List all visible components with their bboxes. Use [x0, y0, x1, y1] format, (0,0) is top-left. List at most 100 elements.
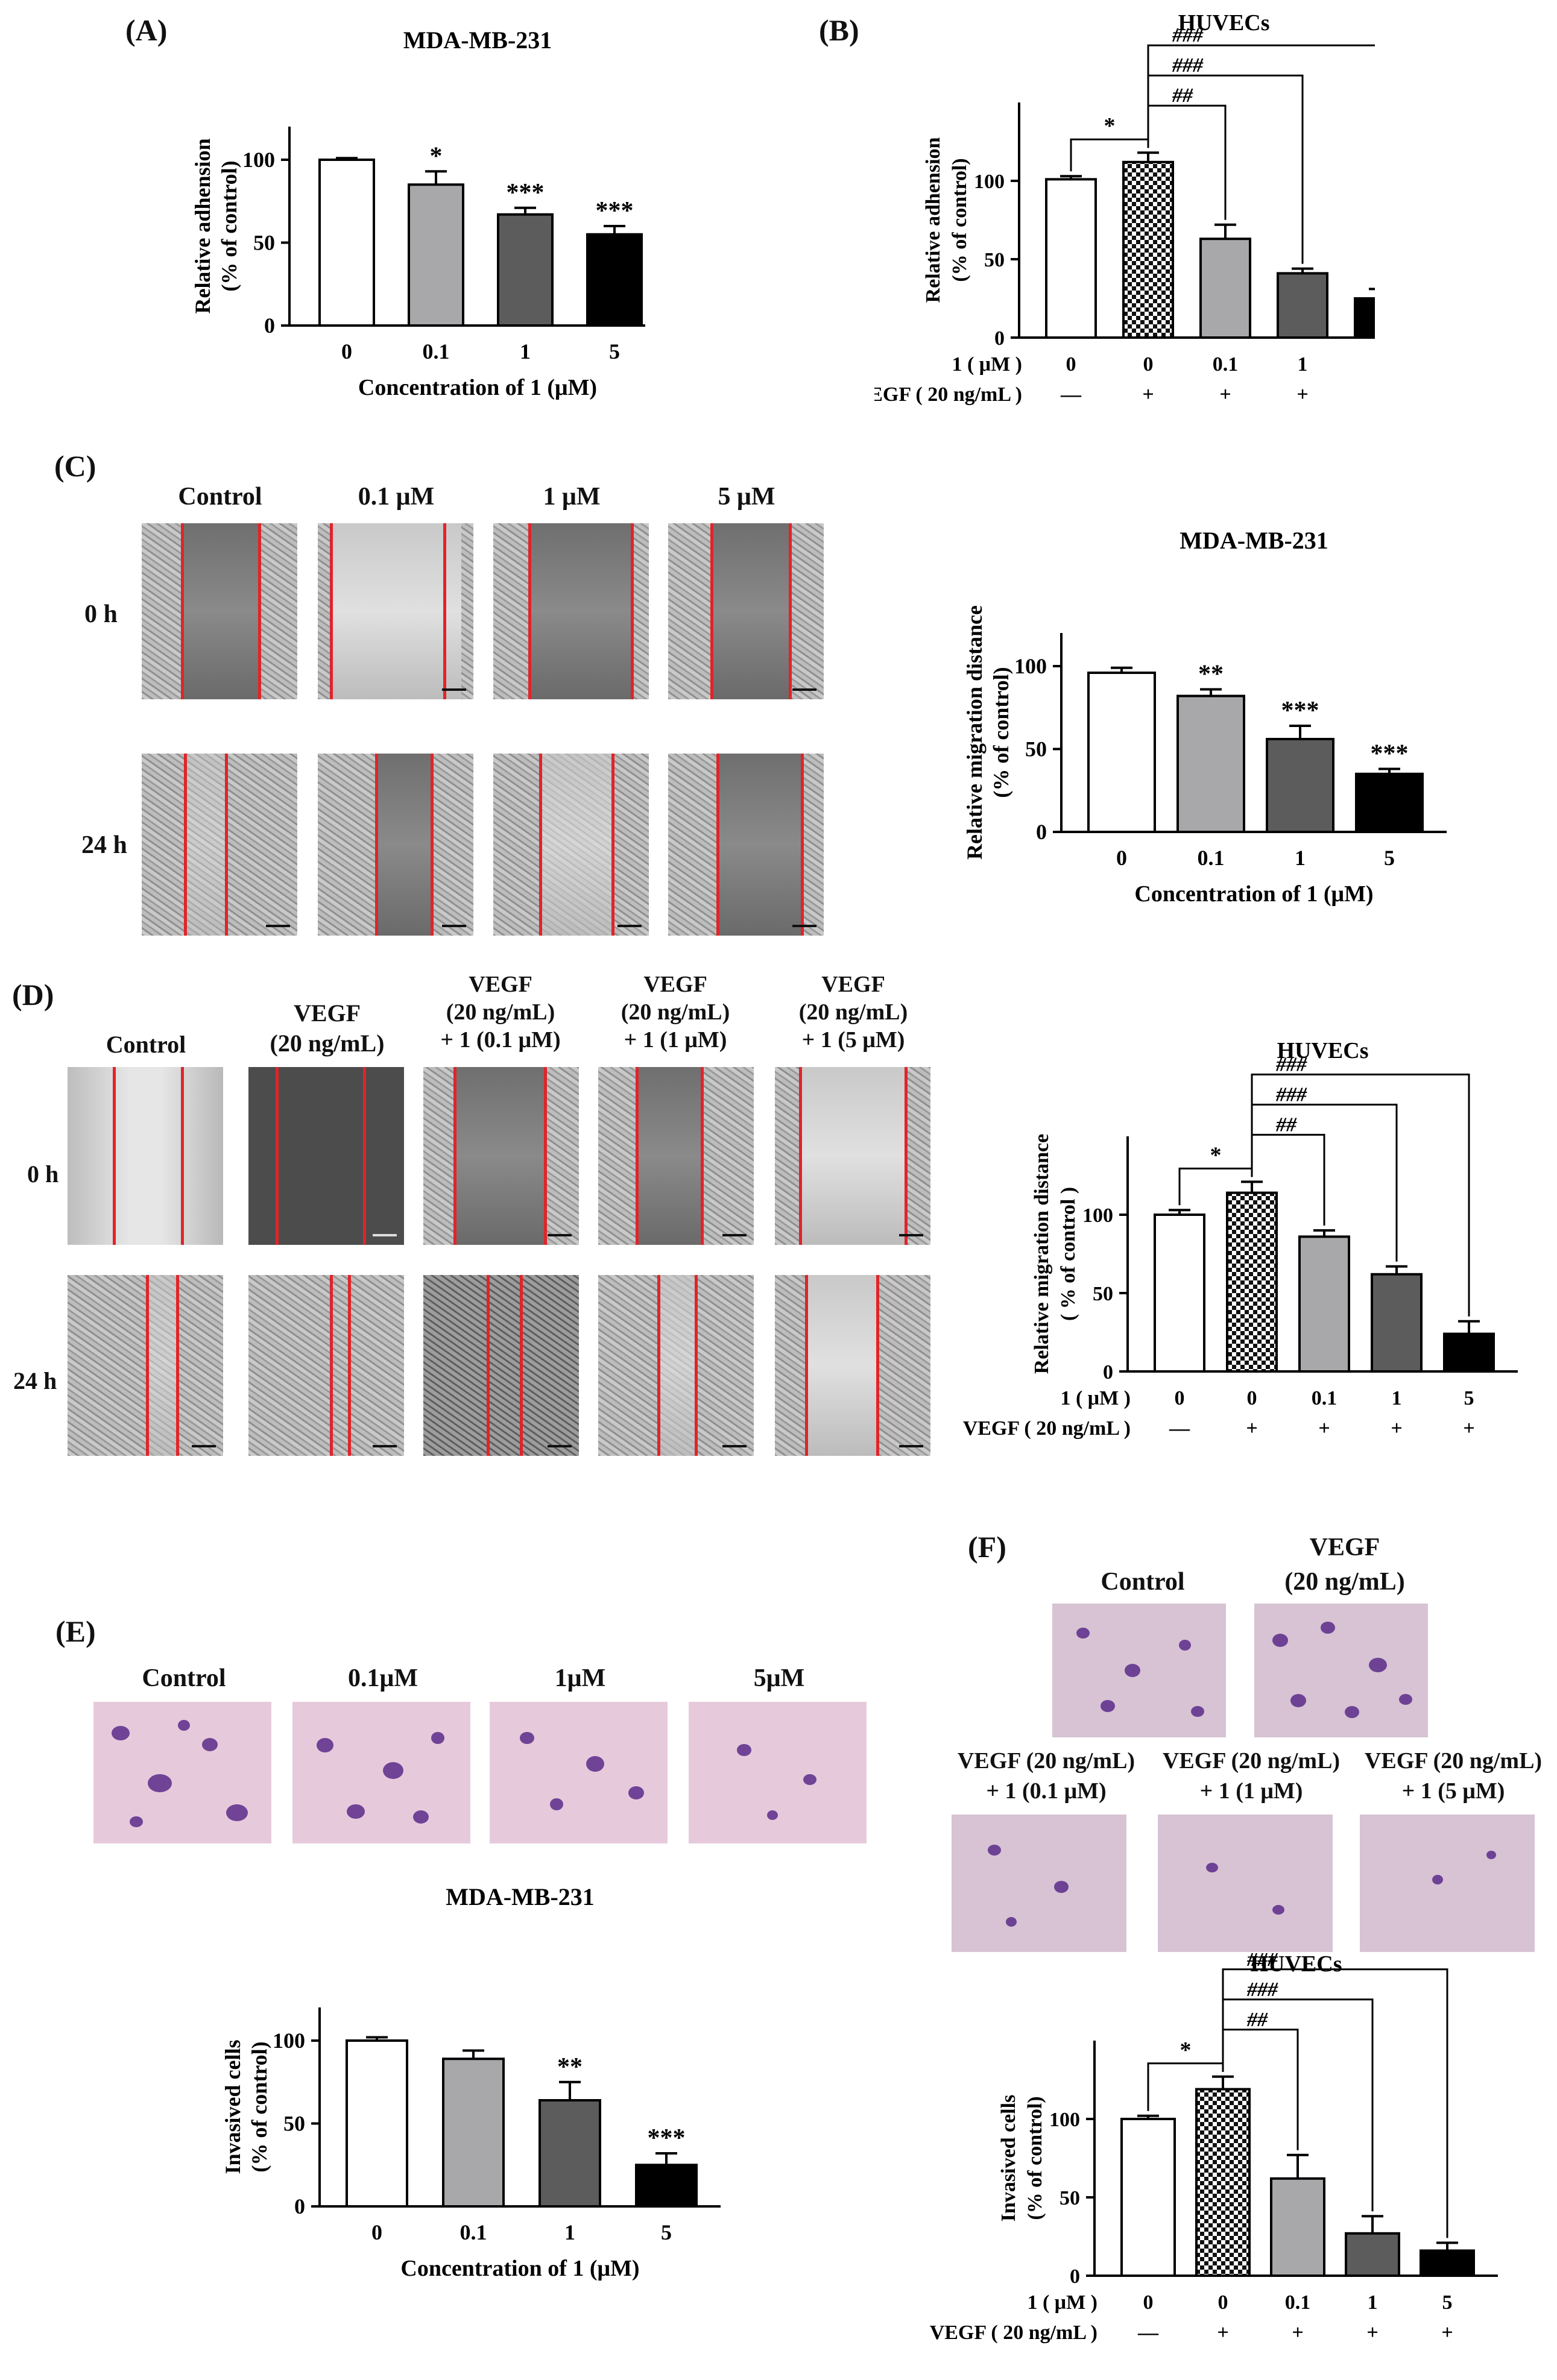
chart-a-ylabel-2: (% of control) — [217, 160, 241, 291]
significance-label: *** — [648, 2124, 686, 2152]
x-tick-label: 0 — [1066, 353, 1076, 376]
bar — [1226, 1191, 1278, 1373]
vegf-label: — — [1137, 2322, 1159, 2344]
x-tick-label: 5 — [661, 2220, 672, 2244]
panel-d-col-5-l1: VEGF — [821, 972, 885, 997]
panel-d-row-0h: 0 h — [27, 1160, 59, 1188]
significance-label: *** — [507, 179, 545, 207]
panel-label-e: (E) — [55, 1614, 96, 1648]
significance-label: ** — [557, 2053, 583, 2081]
significance-label: * — [430, 142, 443, 170]
panel-d-col-vegf-l1: VEGF — [293, 1000, 361, 1027]
chart-b-ylabel-2: (% of control) — [949, 158, 971, 282]
panel-d-col-4-l1: VEGF — [643, 972, 707, 997]
scale-bar-icon — [373, 1234, 397, 1236]
wound-image-d-control-24h — [68, 1275, 223, 1456]
chart-c-ylabel-1: Relative migration distance — [962, 605, 987, 860]
bracket-star-label: * — [1210, 1142, 1222, 1168]
bar — [1371, 1273, 1423, 1373]
y-tick-label: 50 — [1093, 1283, 1113, 1305]
panel-d-col-3-l2: (20 ng/mL) — [446, 1000, 555, 1025]
scale-bar-icon — [548, 1445, 572, 1447]
chart-f-ylabel-1: Invasived cells — [997, 2095, 1020, 2222]
x-tick-label: 0.1 — [1285, 2291, 1311, 2314]
y-tick-label: 100 — [242, 148, 275, 172]
invasion-image-f-1 — [1158, 1815, 1333, 1952]
panel-d-col-control: Control — [106, 1031, 186, 1058]
panel-c-col-5: 5 μM — [718, 483, 775, 511]
y-tick-label: 0 — [994, 327, 1005, 350]
chart-c-xlabel: Concentration of 1 (μM) — [1134, 881, 1373, 907]
significance-label: *** — [1371, 740, 1409, 768]
y-tick-label: 100 — [273, 2029, 305, 2053]
bar — [408, 183, 464, 327]
chart-a-xlabel: Concentration of 1 (μM) — [358, 375, 597, 400]
x-tick-label: 5 — [1442, 2291, 1453, 2314]
wound-image-c-1-0h — [493, 523, 649, 699]
y-tick-label: 50 — [283, 2112, 305, 2136]
chart-a-ylabel-1: Relative adhension — [191, 138, 215, 313]
bar — [1122, 160, 1174, 339]
panel-c-col-control: Control — [178, 483, 262, 511]
x-tick-label: 5 — [609, 339, 620, 364]
scale-bar-icon — [792, 688, 816, 691]
x-tick-label: 1 — [1295, 846, 1306, 870]
wound-image-d-control-0h — [68, 1067, 223, 1245]
significance-label: ** — [1198, 661, 1224, 688]
wound-image-d-vegf-0h — [248, 1067, 404, 1245]
panel-label-d: (D) — [12, 978, 54, 1012]
bar — [497, 213, 554, 327]
bracket-hash-label: ## — [1172, 84, 1193, 107]
bracket-star-label: * — [1104, 113, 1116, 139]
scale-bar-icon — [373, 1445, 397, 1447]
scale-bar-icon — [548, 1234, 572, 1236]
scale-bar-icon — [722, 1234, 747, 1236]
bracket-star-label: * — [1180, 2038, 1192, 2063]
significance-label: *** — [596, 197, 634, 225]
x-tick-label: 1 — [1298, 353, 1308, 376]
bar — [1277, 272, 1328, 339]
scale-bar-icon — [792, 925, 816, 927]
vegf-label: + — [1441, 2322, 1453, 2344]
chart-d-title: HUVECs — [1277, 1040, 1368, 1063]
bar — [1270, 2177, 1325, 2277]
invasion-image-f-vegf — [1254, 1604, 1428, 1737]
panel-f-col-control: Control — [1101, 1568, 1185, 1596]
y-tick-label: 50 — [1060, 2187, 1080, 2209]
bracket-hash — [1147, 44, 1375, 148]
vegf-label: + — [1292, 2322, 1303, 2344]
bar — [1354, 297, 1375, 339]
panel-c-row-24h: 24 h — [81, 831, 127, 859]
bar — [346, 2039, 408, 2208]
x-tick-label: 5 — [1384, 846, 1395, 870]
wound-image-d-3-0h — [423, 1067, 579, 1245]
bracket-hash-label: ## — [1275, 1113, 1297, 1136]
bracket-hash-label: ### — [1275, 1083, 1307, 1106]
wound-image-c-5-0h — [668, 523, 824, 699]
panel-label-a: (A) — [125, 13, 168, 47]
chart-a-title: MDA-MB-231 — [403, 27, 552, 54]
panel-d-col-4-l3: + 1 (1 μM) — [624, 1027, 727, 1053]
panel-d-col-4-l2: (20 ng/mL) — [621, 1000, 730, 1025]
scale-bar-icon — [266, 925, 290, 927]
panel-label-c: (C) — [54, 449, 96, 483]
panel-d-col-5-l2: (20 ng/mL) — [798, 1000, 908, 1025]
bar — [586, 233, 643, 327]
row2-label: VEGF ( 20 ng/mL ) — [963, 1417, 1131, 1440]
panel-d-col-3-l3: + 1 (0.1 μM) — [440, 1027, 561, 1053]
bar — [442, 2057, 505, 2208]
x-tick-label: 1 — [564, 2220, 575, 2244]
x-tick-label: 0.1 — [460, 2220, 487, 2244]
panel-d-col-3-l1: VEGF — [469, 972, 532, 997]
wound-image-c-control-24h — [142, 754, 297, 936]
wound-image-c-5-24h — [668, 754, 824, 936]
panel-e-col-5: 5μM — [753, 1664, 805, 1692]
wound-image-c-0-1-24h — [318, 754, 473, 936]
invasion-image-e-control — [93, 1702, 271, 1843]
x-tick-label: 0 — [1143, 2291, 1154, 2314]
x-tick-label: 0.1 — [1312, 1387, 1338, 1409]
y-tick-label: 50 — [253, 231, 275, 255]
y-tick-label: 0 — [1070, 2265, 1080, 2288]
